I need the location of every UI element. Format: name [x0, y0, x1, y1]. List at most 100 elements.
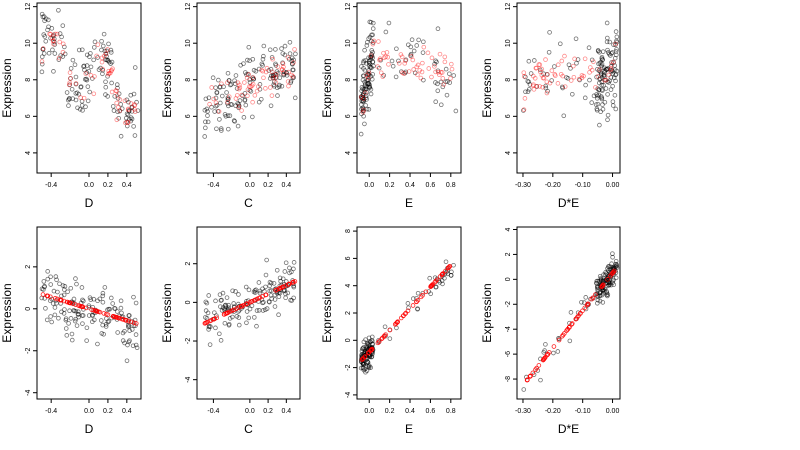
fitted-point: [273, 80, 279, 85]
data-point: [108, 50, 114, 55]
chart-panel-top-2: -0.4 0.0 0.2 0.4 4 6 8 10 12 C Expression: [160, 2, 301, 210]
fitted-point: [428, 284, 433, 290]
fitted-point: [403, 310, 409, 316]
y-tick-label: 10: [185, 39, 192, 47]
y-axis-label: Expression: [480, 283, 494, 342]
data-point: [361, 58, 367, 64]
data-point: [52, 305, 58, 310]
data-point: [41, 51, 47, 56]
fitted-point: [52, 296, 58, 301]
data-point: [117, 108, 123, 114]
fitted-point: [609, 62, 614, 68]
y-axis-label: Expression: [160, 283, 174, 342]
data-point: [42, 296, 47, 301]
y-tick-label: 0: [185, 300, 192, 304]
data-point: [40, 46, 46, 52]
x-tick-label: -0.30: [515, 408, 531, 415]
data-point: [378, 57, 384, 63]
fitted-point: [603, 77, 609, 83]
data-point: [133, 332, 139, 337]
fitted-point: [394, 320, 400, 325]
fitted-point: [530, 73, 536, 79]
fitted-point: [595, 74, 601, 79]
data-point: [95, 341, 100, 347]
fitted-point: [522, 96, 528, 101]
data-point: [60, 54, 66, 59]
data-point: [369, 38, 374, 44]
data-point: [133, 342, 139, 348]
fitted-point: [48, 294, 53, 300]
fitted-point: [231, 307, 237, 313]
data-point: [243, 102, 249, 108]
fitted-point: [442, 59, 448, 65]
fitted-point: [235, 80, 241, 86]
fitted-point: [79, 304, 85, 309]
data-point: [613, 106, 619, 112]
data-point: [596, 87, 602, 93]
fitted-point: [377, 57, 382, 63]
fitted-point: [81, 95, 87, 101]
y-tick-label: 10: [345, 39, 352, 47]
fitted-point: [245, 87, 251, 92]
data-point: [607, 39, 613, 45]
data-point: [258, 97, 264, 102]
data-point: [56, 315, 61, 321]
data-point: [106, 318, 112, 324]
data-point: [68, 76, 73, 81]
data-point: [234, 314, 240, 319]
data-point: [242, 91, 248, 96]
fitted-point: [582, 305, 588, 311]
fitted-point: [56, 55, 62, 61]
data-point: [605, 112, 611, 118]
x-axis-label: C: [244, 422, 253, 436]
data-point: [411, 296, 416, 301]
data-point: [235, 123, 241, 129]
data-point: [228, 82, 233, 88]
fitted-point: [608, 66, 614, 72]
data-point: [543, 85, 549, 91]
fitted-point: [270, 75, 276, 81]
data-point: [282, 269, 288, 274]
y-tick-label: 2: [345, 311, 352, 315]
data-point: [287, 51, 293, 56]
fitted-point: [123, 318, 129, 323]
data-point: [106, 41, 111, 47]
fitted-point: [588, 65, 593, 70]
y-tick-label: 6: [505, 114, 512, 118]
data-point: [290, 75, 296, 81]
data-point: [84, 338, 89, 343]
fitted-point: [443, 268, 448, 274]
plot-frame: [36, 226, 142, 400]
fitted-point: [441, 82, 447, 87]
chart-panel-top-3: 0.0 0.2 0.4 0.6 0.8 4 6 8 10 12 E Expression: [320, 2, 462, 210]
fitted-point: [247, 84, 252, 89]
data-point: [253, 290, 258, 295]
fitted-point: [447, 263, 453, 269]
fitted-point: [203, 320, 208, 326]
data-point: [241, 115, 247, 120]
fitted-point: [609, 271, 614, 277]
data-point: [227, 316, 233, 321]
data-point: [115, 96, 121, 101]
data-point: [43, 306, 48, 311]
data-point: [406, 305, 411, 311]
fitted-point: [242, 80, 247, 85]
data-point: [606, 51, 612, 57]
fitted-point: [536, 363, 542, 368]
data-point: [252, 288, 258, 293]
data-point: [285, 290, 291, 296]
data-point: [58, 53, 63, 58]
fitted-point: [383, 332, 388, 337]
fitted-point: [533, 65, 539, 71]
data-point: [547, 30, 552, 35]
data-point: [359, 111, 364, 117]
data-point: [364, 106, 370, 112]
data-point: [44, 317, 50, 323]
data-point: [368, 91, 374, 97]
x-tick-label: 0.0: [245, 408, 255, 415]
x-tick-label: 0.2: [103, 182, 113, 189]
fitted-point: [556, 337, 562, 343]
fitted-point: [119, 316, 124, 322]
fitted-point: [384, 50, 390, 55]
fitted-point: [55, 31, 60, 37]
